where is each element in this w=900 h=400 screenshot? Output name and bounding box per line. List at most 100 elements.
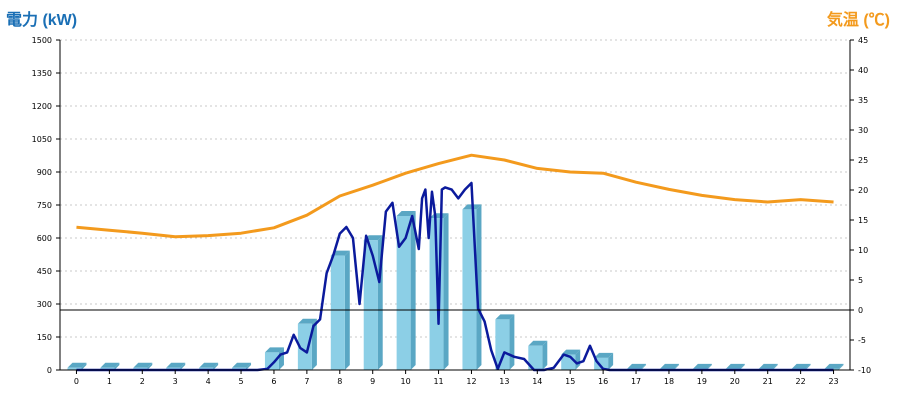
bar-face (363, 240, 378, 370)
left-tick-label: 150 (37, 333, 52, 342)
bar-top (627, 363, 647, 369)
bar-top (561, 349, 581, 355)
left-tick-label: 1500 (32, 36, 52, 45)
bar-side (81, 362, 87, 370)
bar-top (692, 363, 712, 369)
right-tick-label: -5 (858, 336, 866, 345)
bar-face (67, 367, 82, 370)
right-tick-label: 25 (858, 156, 868, 165)
right-tick-label: 40 (858, 66, 868, 75)
x-tick-label: 16 (598, 377, 608, 386)
left-tick-label: 600 (37, 234, 52, 243)
bar-face (330, 255, 345, 370)
bar-face (462, 209, 477, 370)
right-tick-label: 5 (858, 276, 863, 285)
bar-top (528, 340, 548, 346)
x-tick-label: 4 (206, 377, 211, 386)
right-tick-label: 10 (858, 246, 868, 255)
bar-top (495, 314, 515, 320)
bar-side (542, 340, 548, 370)
bar-side (147, 362, 153, 370)
bar-face (264, 352, 279, 370)
right-tick-label: 20 (858, 186, 868, 195)
right-tick-label: 30 (858, 126, 868, 135)
x-tick-label: 19 (697, 377, 707, 386)
bar (396, 211, 416, 370)
bar-side (410, 211, 416, 370)
x-tick-label: 6 (271, 377, 276, 386)
bar-top (758, 363, 778, 369)
power-line (76, 181, 834, 372)
bar-top (824, 363, 844, 369)
bar-side (838, 363, 844, 370)
left-axis-unit-label: 電力 (kW) (6, 12, 78, 29)
bar-top (133, 362, 153, 368)
right-tick-label: -10 (858, 366, 871, 375)
bar-side (443, 213, 449, 370)
bar-side (673, 363, 679, 370)
left-tick-label: 300 (37, 300, 52, 309)
bar-face (528, 345, 543, 370)
axes (56, 39, 854, 374)
left-tick-label: 450 (37, 267, 52, 276)
bar-face (297, 323, 312, 370)
bar-top (67, 362, 87, 368)
x-tick-label: 5 (238, 377, 243, 386)
left-tick-label: 1350 (32, 69, 52, 78)
line-series (76, 153, 834, 372)
x-tick-label: 15 (565, 377, 575, 386)
bar-side (772, 363, 778, 370)
x-tick-label: 1 (107, 377, 112, 386)
bar-side (509, 314, 515, 370)
x-tick-label: 7 (304, 377, 309, 386)
x-tick-label: 8 (337, 377, 342, 386)
bar-series (67, 204, 844, 370)
x-tick-label: 12 (466, 377, 476, 386)
bar-side (608, 352, 614, 370)
bar-top (791, 363, 811, 369)
grid-lines (60, 39, 850, 338)
bar (264, 347, 284, 370)
temperature-line (76, 153, 834, 239)
bar (297, 318, 317, 370)
x-tick-label: 23 (828, 377, 838, 386)
left-tick-label: 900 (37, 168, 52, 177)
x-tick-label: 2 (140, 377, 145, 386)
bar-top (396, 211, 416, 216)
bar-face (396, 216, 411, 370)
bar-top (659, 363, 679, 369)
bar-side (805, 363, 811, 370)
bar (67, 362, 87, 370)
bar-top (100, 362, 120, 368)
x-tick-label: 18 (664, 377, 674, 386)
right-tick-label: 35 (858, 96, 868, 105)
left-tick-label: 750 (37, 201, 52, 210)
bar (495, 314, 515, 370)
left-tick-label: 1050 (32, 135, 52, 144)
x-tick-label: 3 (173, 377, 178, 386)
x-tick-label: 13 (499, 377, 509, 386)
bar (462, 204, 482, 370)
left-tick-label: 1200 (32, 102, 52, 111)
x-tick-label: 21 (763, 377, 773, 386)
right-tick-label: 15 (858, 216, 868, 225)
x-tick-label: 22 (796, 377, 806, 386)
x-tick-label: 0 (74, 377, 79, 386)
bar-side (739, 363, 745, 370)
bar-side (575, 349, 581, 370)
x-tick-label: 9 (370, 377, 375, 386)
bar (561, 349, 581, 370)
bar-top (264, 347, 284, 353)
bar-side (476, 204, 482, 370)
bar-top (232, 362, 252, 368)
bar-side (213, 362, 219, 370)
bar-top (594, 352, 614, 358)
right-axis-unit-label: 気温 (℃) (826, 12, 890, 29)
bar-side (114, 362, 120, 370)
bar-side (246, 362, 252, 370)
bar-side (706, 363, 712, 370)
left-tick-label: 0 (47, 366, 52, 375)
bar-top (199, 362, 219, 368)
bar-side (641, 363, 647, 370)
bar-face (495, 319, 510, 370)
